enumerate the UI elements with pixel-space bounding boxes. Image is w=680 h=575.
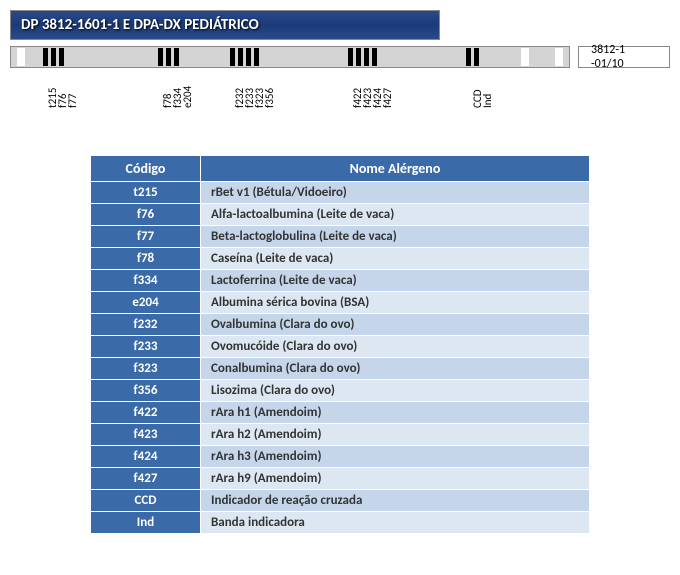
cell-code: f77 xyxy=(91,226,201,248)
table-row: f323Conalbumina (Clara do ovo) xyxy=(91,358,590,380)
strip-label: e204 xyxy=(181,86,194,108)
strip-band xyxy=(238,48,243,66)
table-row: f233Ovomucóide (Clara do ovo) xyxy=(91,336,590,358)
cell-code: f76 xyxy=(91,204,201,226)
table-row: f424rAra h3 (Amendoim) xyxy=(91,446,590,468)
table-row: e204Albumina sérica bovina (BSA) xyxy=(91,292,590,314)
table-row: f77Beta-lactoglobulina (Leite de vaca) xyxy=(91,226,590,248)
strip-band xyxy=(51,48,56,66)
cell-name: Beta-lactoglobulina (Leite de vaca) xyxy=(201,226,590,248)
cell-code: f427 xyxy=(91,468,201,490)
cell-code: f422 xyxy=(91,402,201,424)
cell-name: rAra h9 (Amendoim) xyxy=(201,468,590,490)
cell-name: Lactoferrina (Leite de vaca) xyxy=(201,270,590,292)
cell-code: f423 xyxy=(91,424,201,446)
strip-band xyxy=(521,48,529,66)
strip-band xyxy=(348,48,353,66)
table-row: f423rAra h2 (Amendoim) xyxy=(91,424,590,446)
cell-code: f232 xyxy=(91,314,201,336)
test-strip xyxy=(10,46,570,68)
lot-number: 3812-1 -01/10 xyxy=(578,46,670,68)
strip-band xyxy=(364,48,369,66)
cell-code: CCD xyxy=(91,490,201,512)
strip-band xyxy=(356,48,361,66)
cell-name: rAra h1 (Amendoim) xyxy=(201,402,590,424)
strip-band xyxy=(158,48,163,66)
cell-code: f356 xyxy=(91,380,201,402)
cell-code: f424 xyxy=(91,446,201,468)
cell-code: Ind xyxy=(91,512,201,534)
strip-band xyxy=(174,48,179,66)
table-row: f334Lactoferrina (Leite de vaca) xyxy=(91,270,590,292)
strip-band xyxy=(466,48,471,66)
cell-name: rBet v1 (Bétula/Vidoeiro) xyxy=(201,182,590,204)
cell-name: Ovomucóide (Clara do ovo) xyxy=(201,336,590,358)
table-row: f78Caseína (Leite de vaca) xyxy=(91,248,590,270)
strip-band xyxy=(43,48,48,66)
cell-name: Banda indicadora xyxy=(201,512,590,534)
table-row: IndBanda indicadora xyxy=(91,512,590,534)
strip-label: f77 xyxy=(66,93,79,108)
cell-code: f78 xyxy=(91,248,201,270)
table-row: f427rAra h9 (Amendoim) xyxy=(91,468,590,490)
cell-name: Lisozima (Clara do ovo) xyxy=(201,380,590,402)
strip-band xyxy=(555,48,563,66)
strip-band xyxy=(246,48,251,66)
strip-band xyxy=(17,48,25,66)
cell-code: e204 xyxy=(91,292,201,314)
header-code: Código xyxy=(91,156,201,182)
cell-name: rAra h3 (Amendoim) xyxy=(201,446,590,468)
strip-band xyxy=(59,48,64,66)
strip-band xyxy=(230,48,235,66)
cell-name: Caseína (Leite de vaca) xyxy=(201,248,590,270)
strip-label: f356 xyxy=(263,88,276,108)
table-header-row: Código Nome Alérgeno xyxy=(91,156,590,182)
strip-band xyxy=(254,48,259,66)
strip-labels: t215f76f77f78f334e204f232f233f323f356f42… xyxy=(10,70,570,130)
header-name: Nome Alérgeno xyxy=(201,156,590,182)
strip-band xyxy=(372,48,377,66)
cell-name: Conalbumina (Clara do ovo) xyxy=(201,358,590,380)
allergen-table-wrap: Código Nome Alérgeno t215rBet v1 (Bétula… xyxy=(90,155,590,534)
cell-name: Ovalbumina (Clara do ovo) xyxy=(201,314,590,336)
strip-label: f427 xyxy=(381,88,394,108)
cell-code: f323 xyxy=(91,358,201,380)
cell-name: Alfa-lactoalbumina (Leite de vaca) xyxy=(201,204,590,226)
cell-code: t215 xyxy=(91,182,201,204)
cell-code: f233 xyxy=(91,336,201,358)
title-bar: DP 3812-1601-1 E DPA-DX PEDIÁTRICO xyxy=(10,10,440,40)
strip-band xyxy=(166,48,171,66)
table-row: f422rAra h1 (Amendoim) xyxy=(91,402,590,424)
strip-container: t215f76f77f78f334e204f232f233f323f356f42… xyxy=(10,46,670,130)
strip-label: Ind xyxy=(481,94,494,108)
cell-code: f334 xyxy=(91,270,201,292)
table-row: f232Ovalbumina (Clara do ovo) xyxy=(91,314,590,336)
table-row: f356Lisozima (Clara do ovo) xyxy=(91,380,590,402)
table-row: f76Alfa-lactoalbumina (Leite de vaca) xyxy=(91,204,590,226)
strip-band xyxy=(474,48,479,66)
allergen-table: Código Nome Alérgeno t215rBet v1 (Bétula… xyxy=(90,155,590,534)
cell-name: Indicador de reação cruzada xyxy=(201,490,590,512)
cell-name: rAra h2 (Amendoim) xyxy=(201,424,590,446)
cell-name: Albumina sérica bovina (BSA) xyxy=(201,292,590,314)
table-row: t215rBet v1 (Bétula/Vidoeiro) xyxy=(91,182,590,204)
table-row: CCDIndicador de reação cruzada xyxy=(91,490,590,512)
